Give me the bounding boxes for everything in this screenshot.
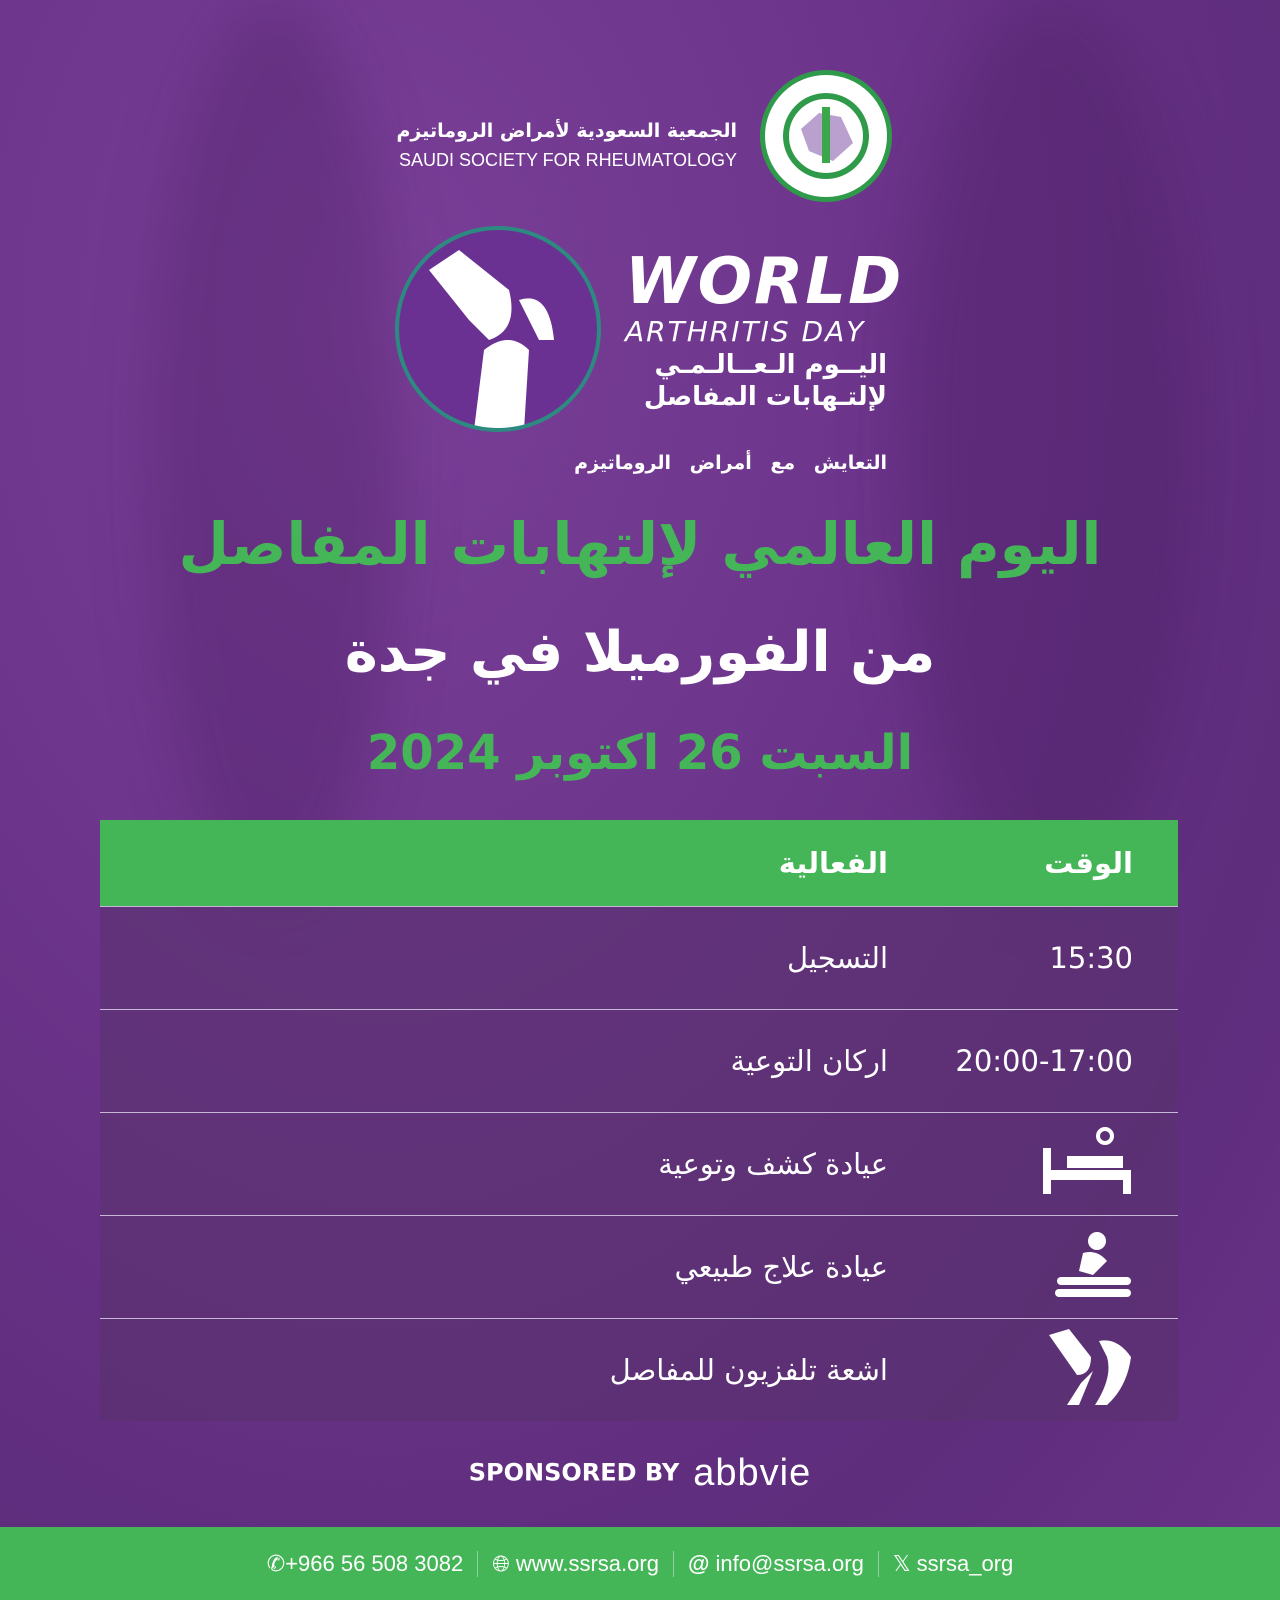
massage-therapy-icon xyxy=(913,1231,1133,1304)
table-row: عيادة علاج طبيعي xyxy=(100,1215,1178,1318)
footer-email[interactable]: @ info@ssrsa.org xyxy=(672,1550,878,1577)
org-name-ar: الجمعية السعودية لأمراض الروماتيزم xyxy=(396,120,737,142)
footer: ✆+966 56 508 3082 🌐︎ www.ssrsa.org @ inf… xyxy=(0,1527,1280,1600)
world-text: WORLD xyxy=(625,245,904,319)
header-activity: الفعالية xyxy=(778,846,888,880)
table-row: اشعة تلفزيون للمفاصل xyxy=(100,1318,1178,1421)
row-activity: عيادة علاج طبيعي xyxy=(674,1250,888,1284)
logo-ar-line1: اليــوم الـعــالـمـي xyxy=(654,350,887,380)
table-row: عيادة كشف وتوعية xyxy=(100,1112,1178,1215)
footer-phone[interactable]: ✆+966 56 508 3082 xyxy=(253,1551,477,1577)
globe-icon: 🌐︎ xyxy=(492,1550,516,1576)
phone-icon: ✆ xyxy=(266,1550,286,1576)
header-time: الوقت xyxy=(1044,846,1133,880)
knee-joint-icon xyxy=(913,1327,1133,1414)
hospital-bed-icon xyxy=(913,1126,1133,1203)
background-figure xyxy=(900,0,1200,900)
website-text: www.ssrsa.org xyxy=(515,1550,659,1576)
footer-x[interactable]: 𝕏 ssrsa_org xyxy=(877,1550,1027,1577)
knee-globe-logo xyxy=(395,226,601,432)
phone-text: +966 56 508 3082 xyxy=(285,1550,464,1576)
background-figure xyxy=(150,0,400,900)
row-time: 15:30 xyxy=(1049,941,1133,975)
logo-ar-line2: لإلتـهابات المفاصل xyxy=(643,382,887,412)
table-row: 20:00-17:00 اركان التوعية xyxy=(100,1009,1178,1112)
table-header: الوقت الفعالية xyxy=(100,820,1178,906)
tagline: التعايش مع أمراض الروماتيزم xyxy=(574,452,887,474)
row-activity: اركان التوعية xyxy=(730,1044,888,1078)
abbvie-logo: abbvie xyxy=(693,1452,812,1494)
headline-title: اليوم العالمي لإلتهابات المفاصل xyxy=(178,510,1102,578)
headline-location: من الفورميلا في جدة xyxy=(344,620,936,685)
at-icon: @ xyxy=(687,1550,716,1576)
headline-date: السبت 26 اكتوبر 2024 xyxy=(366,725,914,781)
email-text: info@ssrsa.org xyxy=(715,1550,864,1576)
row-activity: التسجيل xyxy=(787,941,888,975)
schedule-table: الوقت الفعالية 15:30 التسجيل 20:00-17:00 ا… xyxy=(100,820,1178,1421)
footer-website[interactable]: 🌐︎ www.ssrsa.org xyxy=(477,1550,673,1577)
org-name-en: SAUDI SOCIETY FOR RHEUMATOLOGY xyxy=(398,150,737,170)
row-activity: اشعة تلفزيون للمفاصل xyxy=(609,1353,888,1387)
sponsor-label: SPONSORED BY xyxy=(468,1458,680,1487)
x-logo-icon: 𝕏 xyxy=(892,1550,917,1576)
ssr-logo xyxy=(760,70,892,202)
row-activity: عيادة كشف وتوعية xyxy=(658,1147,888,1181)
x-handle-text: ssrsa_org xyxy=(916,1550,1014,1576)
table-row: 15:30 التسجيل xyxy=(100,906,1178,1009)
arthritis-day-text: ARTHRITIS DAY xyxy=(625,315,866,348)
sponsor: SPONSORED BY abbvie xyxy=(0,1452,1280,1495)
row-time: 20:00-17:00 xyxy=(955,1044,1133,1078)
